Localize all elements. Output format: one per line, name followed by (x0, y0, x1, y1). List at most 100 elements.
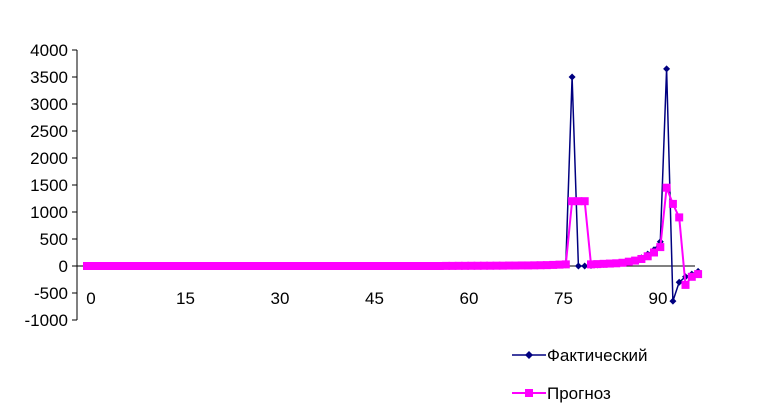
x-tick-label: 90 (649, 289, 668, 308)
data-point (555, 260, 564, 269)
y-tick-label: 4000 (30, 41, 68, 60)
y-tick-label: 3000 (30, 95, 68, 114)
data-point (416, 262, 425, 270)
x-axis: 0 15 30 45 60 75 90 (77, 265, 695, 308)
data-point (209, 262, 217, 270)
y-tick-label: -500 (34, 284, 68, 303)
data-point (328, 262, 337, 270)
data-point (372, 262, 381, 270)
data-point (549, 260, 558, 269)
data-point (681, 280, 690, 289)
data-point (473, 261, 482, 270)
legend-marker (525, 389, 533, 397)
data-point (101, 262, 110, 270)
data-point (675, 213, 684, 222)
data-point (593, 260, 602, 269)
data-point (253, 262, 262, 270)
x-tick-label: 75 (554, 289, 573, 308)
x-tick-label: 15 (176, 289, 195, 308)
data-point (568, 197, 577, 206)
data-point (265, 262, 274, 270)
y-tick-label: -1000 (25, 311, 68, 330)
data-point (687, 272, 696, 281)
data-point (146, 262, 154, 270)
data-point (164, 262, 173, 270)
data-point (120, 262, 129, 270)
series-line (87, 187, 699, 288)
data-point (347, 262, 356, 270)
x-tick-label: 0 (86, 289, 95, 308)
data-point (663, 65, 671, 73)
data-point (643, 252, 652, 261)
data-point (461, 261, 469, 270)
data-point (227, 262, 236, 270)
data-point (612, 259, 621, 268)
data-point (108, 262, 117, 270)
y-axis: 4000 3500 3000 2500 2000 1500 1000 500 0 -500 -100… (25, 41, 78, 330)
data-point (152, 262, 161, 270)
data-point (259, 262, 268, 270)
data-point (410, 262, 419, 270)
data-point (429, 262, 438, 270)
data-point (335, 262, 343, 270)
data-point (486, 261, 495, 270)
data-point (366, 262, 375, 270)
data-point (694, 270, 703, 279)
data-point (580, 197, 589, 206)
data-point (385, 262, 394, 270)
data-point (297, 262, 306, 270)
y-tick-label: 1000 (30, 203, 68, 222)
y-tick-label: 500 (40, 230, 68, 249)
data-point (379, 262, 388, 270)
data-point (114, 262, 123, 270)
data-point (316, 262, 325, 270)
series-2 (83, 183, 703, 289)
series-layer (83, 65, 703, 305)
data-point (542, 261, 551, 270)
data-point (240, 262, 249, 270)
data-point (234, 262, 243, 270)
legend-label: Прогноз (547, 384, 611, 403)
data-point (158, 262, 167, 270)
data-point (83, 262, 91, 270)
data-point (574, 262, 582, 270)
data-point (517, 261, 526, 270)
x-tick-label: 30 (271, 289, 290, 308)
data-point (637, 254, 646, 263)
data-point (246, 262, 255, 270)
data-point (290, 262, 299, 270)
legend-label: Фактический (547, 346, 648, 365)
legend-marker (525, 351, 533, 359)
legend-entry: Прогноз (512, 384, 611, 403)
data-point (391, 262, 400, 270)
data-point (442, 261, 451, 270)
data-point (650, 248, 658, 257)
data-point (127, 262, 136, 270)
data-point (581, 262, 589, 270)
data-point (561, 260, 570, 269)
data-point (284, 262, 293, 270)
data-point (656, 243, 665, 252)
data-point (605, 259, 614, 268)
data-point (309, 262, 318, 270)
y-tick-label: 1500 (30, 176, 68, 195)
data-point (618, 258, 627, 267)
data-point (423, 262, 432, 270)
y-tick-label: 2500 (30, 122, 68, 141)
data-point (221, 262, 230, 270)
data-point (404, 262, 413, 270)
data-point (505, 261, 514, 270)
data-point (303, 262, 312, 270)
legend: Фактический Прогноз (512, 346, 648, 403)
data-point (196, 262, 205, 270)
data-point (398, 262, 406, 270)
data-point (322, 262, 331, 270)
y-tick-label: 2000 (30, 149, 68, 168)
data-point (202, 262, 211, 270)
data-point (278, 262, 287, 270)
data-point (353, 262, 362, 270)
data-point (587, 260, 595, 269)
data-point (524, 261, 532, 270)
data-point (435, 262, 444, 270)
